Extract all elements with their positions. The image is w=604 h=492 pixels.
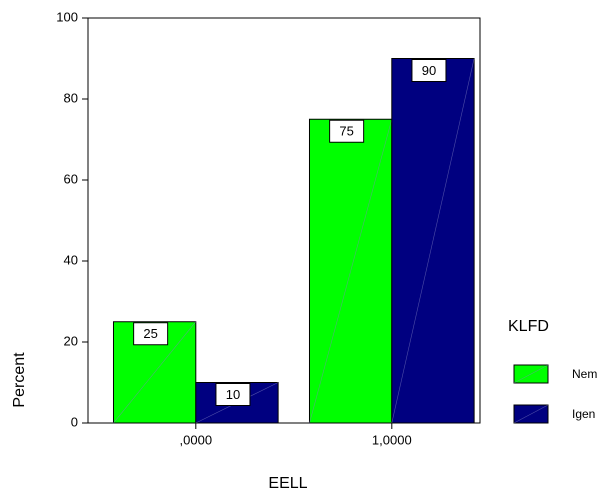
value-label-box: [215, 383, 251, 406]
x-tick-label: 1,0000: [372, 432, 412, 447]
legend-hatch: [513, 404, 549, 424]
value-label-box: [329, 119, 365, 143]
bar-hatch: [391, 58, 475, 424]
value-label: 90: [422, 63, 436, 78]
y-tick-label: 40: [64, 252, 78, 267]
value-label: 25: [143, 326, 157, 341]
bar-hatch: [309, 119, 393, 424]
y-tick-label: 80: [64, 90, 78, 105]
legend-label: Igen: [572, 407, 595, 421]
y-tick-label: 0: [71, 414, 78, 429]
y-tick-label: 20: [64, 333, 78, 348]
value-label: 10: [226, 387, 240, 402]
value-label-box: [411, 59, 447, 82]
x-axis-label: EELL: [268, 475, 307, 492]
x-tick-label: ,0000: [180, 432, 213, 447]
bar-hatch: [113, 321, 197, 424]
y-axis-label: Percent: [11, 352, 28, 408]
legend-label: Nem: [572, 367, 597, 381]
value-label-box: [133, 322, 169, 346]
plot-frame: [87, 17, 481, 424]
y-tick-label: 60: [64, 171, 78, 186]
legend-title: KLFD: [508, 318, 549, 335]
y-tick-label: 100: [56, 9, 78, 24]
value-label: 75: [339, 124, 353, 139]
legend-hatch: [513, 364, 549, 384]
